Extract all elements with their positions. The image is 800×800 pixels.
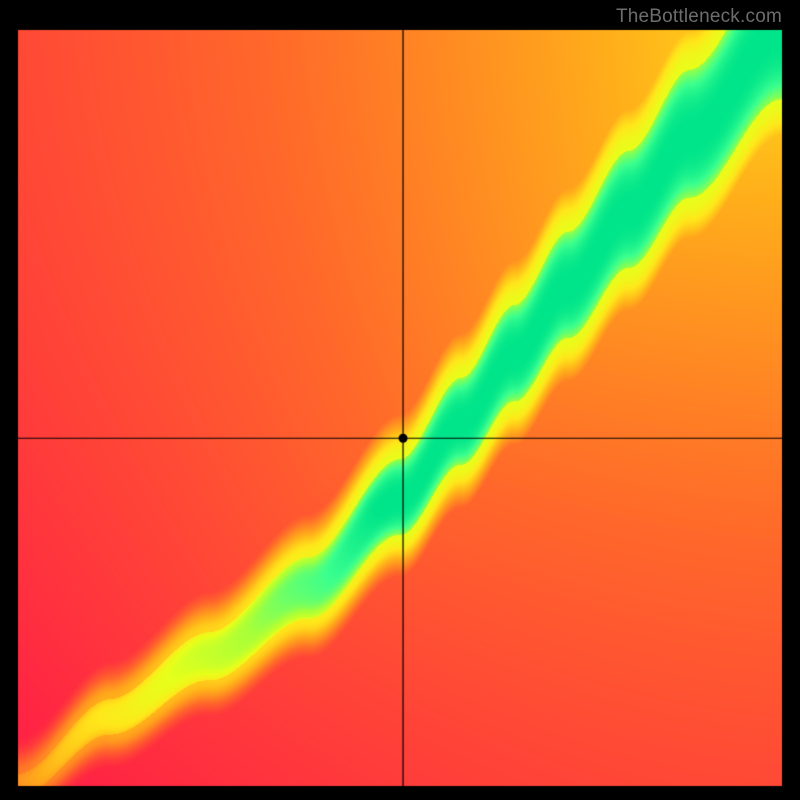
- watermark-text: TheBottleneck.com: [616, 6, 782, 28]
- bottleneck-heatmap: [0, 0, 800, 800]
